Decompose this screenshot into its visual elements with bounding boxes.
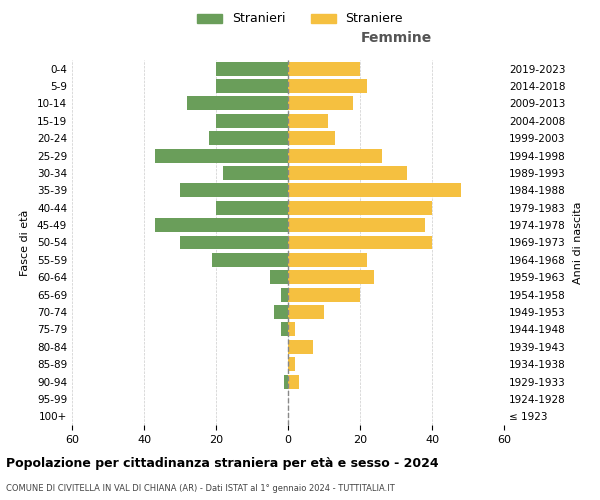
Bar bbox=[288, 305, 324, 319]
Bar bbox=[288, 79, 367, 93]
Bar bbox=[288, 62, 360, 76]
Y-axis label: Fasce di età: Fasce di età bbox=[20, 210, 30, 276]
Bar bbox=[288, 340, 313, 353]
Bar bbox=[180, 184, 288, 198]
Bar bbox=[216, 114, 288, 128]
Bar bbox=[288, 374, 299, 388]
Bar bbox=[288, 253, 367, 267]
Bar bbox=[288, 166, 407, 180]
Bar bbox=[180, 236, 288, 250]
Bar bbox=[216, 201, 288, 214]
Bar bbox=[288, 148, 382, 162]
Bar bbox=[187, 96, 288, 110]
Bar bbox=[288, 201, 432, 214]
Bar bbox=[288, 132, 335, 145]
Legend: Stranieri, Straniere: Stranieri, Straniere bbox=[191, 6, 409, 32]
Bar bbox=[288, 114, 328, 128]
Bar bbox=[274, 305, 288, 319]
Bar bbox=[216, 79, 288, 93]
Bar bbox=[281, 322, 288, 336]
Bar bbox=[212, 253, 288, 267]
Bar bbox=[216, 62, 288, 76]
Bar bbox=[288, 288, 360, 302]
Bar bbox=[288, 184, 461, 198]
Bar bbox=[288, 236, 432, 250]
Bar bbox=[155, 148, 288, 162]
Y-axis label: Anni di nascita: Anni di nascita bbox=[572, 201, 583, 284]
Bar bbox=[155, 218, 288, 232]
Bar bbox=[281, 288, 288, 302]
Text: Femmine: Femmine bbox=[361, 32, 431, 46]
Text: Popolazione per cittadinanza straniera per età e sesso - 2024: Popolazione per cittadinanza straniera p… bbox=[6, 458, 439, 470]
Bar bbox=[288, 96, 353, 110]
Bar bbox=[288, 322, 295, 336]
Bar bbox=[288, 218, 425, 232]
Bar bbox=[288, 270, 374, 284]
Bar bbox=[288, 357, 295, 371]
Bar bbox=[284, 374, 288, 388]
Bar bbox=[223, 166, 288, 180]
Text: COMUNE DI CIVITELLA IN VAL DI CHIANA (AR) - Dati ISTAT al 1° gennaio 2024 - TUTT: COMUNE DI CIVITELLA IN VAL DI CHIANA (AR… bbox=[6, 484, 395, 493]
Bar bbox=[270, 270, 288, 284]
Bar bbox=[209, 132, 288, 145]
